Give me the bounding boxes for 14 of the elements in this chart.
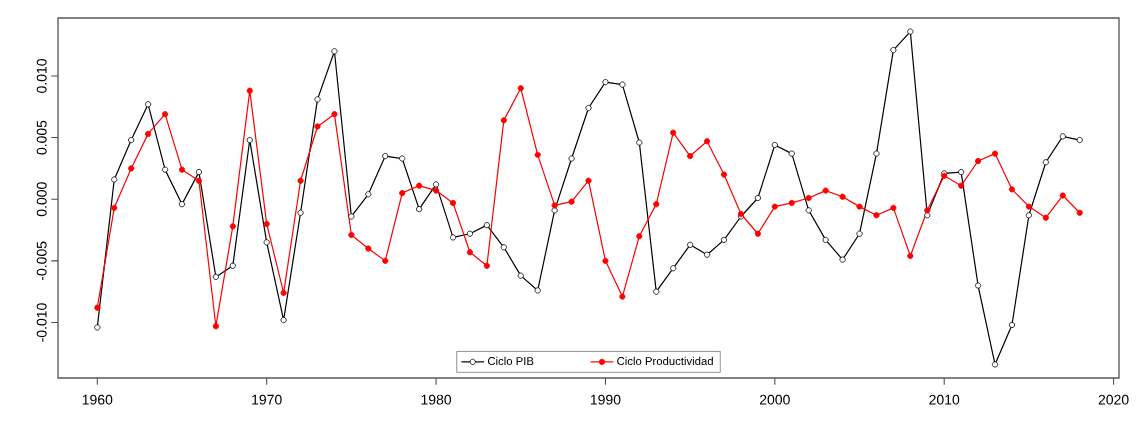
x-tick-label: 1990 [590,394,621,405]
x-tick-label: 2000 [759,394,790,405]
y-tick-label: 0.010 [36,58,47,93]
x-tick-label: 1960 [82,394,113,405]
legend-label: Ciclo PIB [487,356,534,366]
x-tick-label: 1980 [421,394,452,405]
y-tick-label: 0.005 [36,120,47,155]
y-tick-label: 0.000 [36,182,47,217]
x-tick-label: 1970 [252,394,282,405]
legend-label: Ciclo Productividad [617,356,713,366]
x-tick-label: 2010 [929,394,960,405]
y-tick-label: -0.005 [36,241,47,281]
y-tick-label: -0.010 [36,303,47,342]
x-tick-label: 2020 [1098,394,1129,405]
